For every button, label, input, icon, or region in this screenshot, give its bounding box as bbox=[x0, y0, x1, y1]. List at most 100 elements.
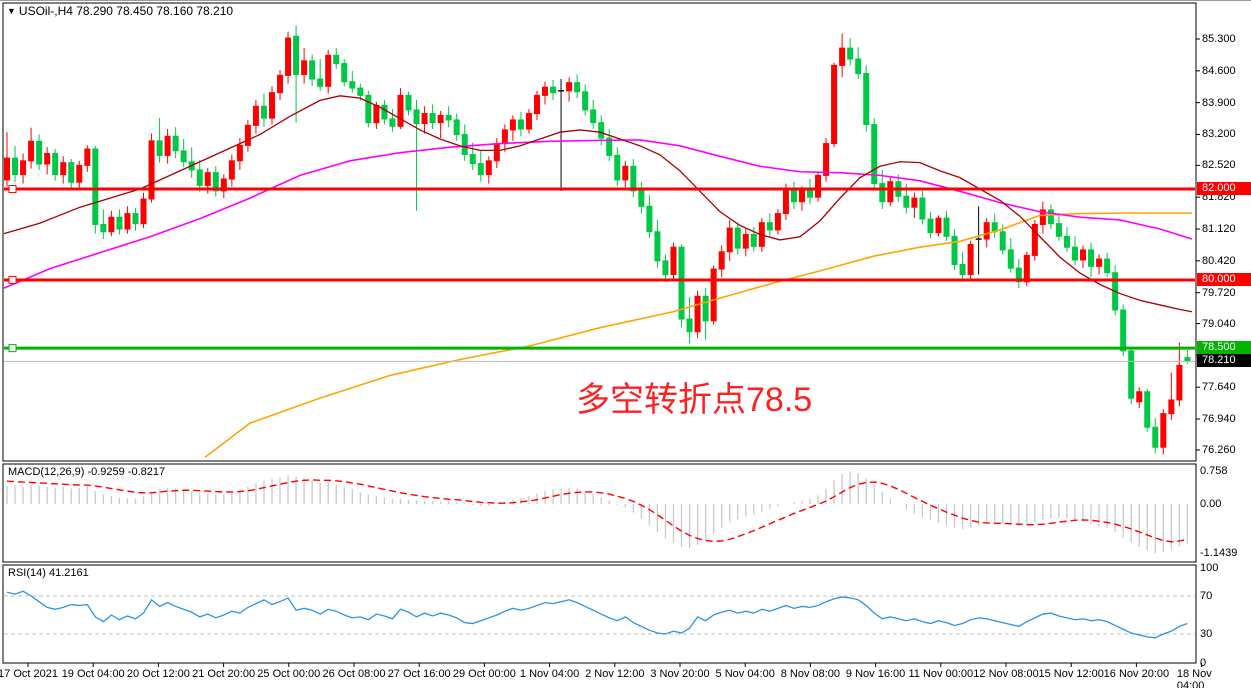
candle bbox=[1080, 249, 1087, 261]
candle bbox=[469, 153, 476, 165]
candle bbox=[252, 105, 259, 126]
rsi-panel-border bbox=[2, 564, 1197, 664]
time-tick-label: 18 Nov 04:00 bbox=[1176, 668, 1212, 688]
candle bbox=[670, 246, 677, 275]
candle bbox=[277, 74, 284, 94]
time-tick-label: 25 Oct 00:00 bbox=[257, 668, 321, 680]
candle bbox=[132, 213, 139, 225]
candle bbox=[317, 78, 324, 87]
candle bbox=[1039, 209, 1046, 225]
candle bbox=[28, 140, 35, 162]
candle bbox=[598, 122, 605, 139]
candle bbox=[461, 133, 468, 155]
candle bbox=[927, 218, 934, 234]
candle bbox=[798, 190, 805, 203]
candle bbox=[782, 190, 789, 215]
hline-handle[interactable] bbox=[8, 344, 17, 353]
hline-handle[interactable] bbox=[8, 185, 17, 194]
candle bbox=[959, 263, 966, 275]
time-tick-label: 16 Nov 20:00 bbox=[1103, 668, 1170, 680]
candle bbox=[815, 174, 822, 198]
candle bbox=[1023, 254, 1030, 283]
candle bbox=[935, 217, 942, 234]
candle bbox=[108, 216, 115, 233]
price-tick-label: 83.200 bbox=[1202, 128, 1236, 141]
candle bbox=[1128, 350, 1135, 399]
symbol-dropdown-icon[interactable]: ▼ bbox=[7, 6, 16, 16]
candle bbox=[1144, 391, 1151, 428]
candle bbox=[301, 60, 308, 75]
candle bbox=[847, 47, 854, 60]
time-tick-label: 8 Nov 08:00 bbox=[780, 668, 841, 680]
candle bbox=[260, 105, 267, 119]
candle bbox=[517, 119, 524, 130]
candle bbox=[365, 94, 372, 124]
candle bbox=[678, 246, 685, 320]
candle bbox=[694, 295, 701, 333]
candle bbox=[389, 118, 396, 127]
candle bbox=[1096, 258, 1103, 267]
candle bbox=[1015, 267, 1022, 283]
candle bbox=[1168, 399, 1175, 415]
candle bbox=[220, 178, 227, 192]
time-tick-label: 5 Nov 04:00 bbox=[715, 668, 775, 680]
price-level-badge: 82.000 bbox=[1197, 182, 1251, 196]
candle bbox=[863, 73, 870, 125]
macd-indicator-label: MACD(12,26,9) -0.9259 -0.8217 bbox=[8, 466, 166, 478]
candle bbox=[774, 213, 781, 231]
time-tick-label: 27 Oct 16:00 bbox=[387, 668, 451, 680]
candle bbox=[662, 260, 669, 275]
candle bbox=[76, 164, 83, 183]
candle bbox=[421, 113, 428, 125]
rsi-axis-label: 0 bbox=[1200, 656, 1207, 669]
candle bbox=[333, 54, 340, 65]
price-tick-label: 83.900 bbox=[1202, 96, 1236, 109]
candle bbox=[437, 114, 444, 124]
candle bbox=[68, 162, 75, 183]
candle bbox=[1136, 391, 1143, 403]
rsi-axis-label: 30 bbox=[1200, 628, 1213, 640]
price-tick-label: 80.420 bbox=[1202, 254, 1236, 267]
candle bbox=[790, 190, 797, 203]
candle bbox=[1160, 413, 1167, 448]
macd-signal-line bbox=[6, 479, 1188, 543]
macd-axis-label: 0.758 bbox=[1200, 465, 1228, 478]
candle bbox=[148, 140, 155, 200]
candle bbox=[726, 227, 733, 253]
price-tick-label: 82.520 bbox=[1202, 159, 1236, 172]
candle bbox=[1104, 258, 1111, 274]
candle bbox=[742, 233, 749, 249]
price-tick-label: 84.600 bbox=[1202, 64, 1236, 77]
macd-histogram bbox=[6, 471, 1189, 554]
chart-title-text: USOil-,H4 78.290 78.450 78.160 78.210 bbox=[18, 4, 234, 18]
time-tick-label: 17 Oct 2021 bbox=[0, 668, 58, 680]
candle bbox=[140, 198, 147, 225]
candle bbox=[236, 144, 243, 162]
candle bbox=[1184, 357, 1191, 362]
candle bbox=[44, 153, 51, 165]
rsi-axis-label: 70 bbox=[1200, 590, 1213, 602]
candle bbox=[124, 213, 131, 230]
price-level-badge: 80.000 bbox=[1197, 272, 1251, 286]
candle bbox=[285, 37, 292, 76]
time-tick-label: 26 Oct 08:00 bbox=[322, 668, 386, 680]
candle bbox=[999, 231, 1006, 251]
candle bbox=[582, 91, 589, 111]
candle bbox=[533, 94, 540, 115]
time-tick-label: 12 Nov 08:00 bbox=[973, 668, 1039, 680]
time-tick-label: 20 Oct 12:00 bbox=[126, 668, 190, 680]
candle bbox=[212, 172, 219, 192]
annotation-text[interactable]: 多空转折点78.5 bbox=[576, 381, 813, 419]
candle bbox=[36, 140, 43, 165]
candle bbox=[1047, 209, 1054, 225]
candle bbox=[654, 231, 661, 262]
price-tick-label: 81.120 bbox=[1202, 223, 1236, 236]
hline-handle[interactable] bbox=[8, 275, 17, 284]
candle bbox=[60, 162, 67, 175]
candle bbox=[525, 113, 532, 130]
candle bbox=[309, 60, 316, 80]
candle bbox=[268, 92, 275, 119]
candle bbox=[855, 58, 862, 75]
